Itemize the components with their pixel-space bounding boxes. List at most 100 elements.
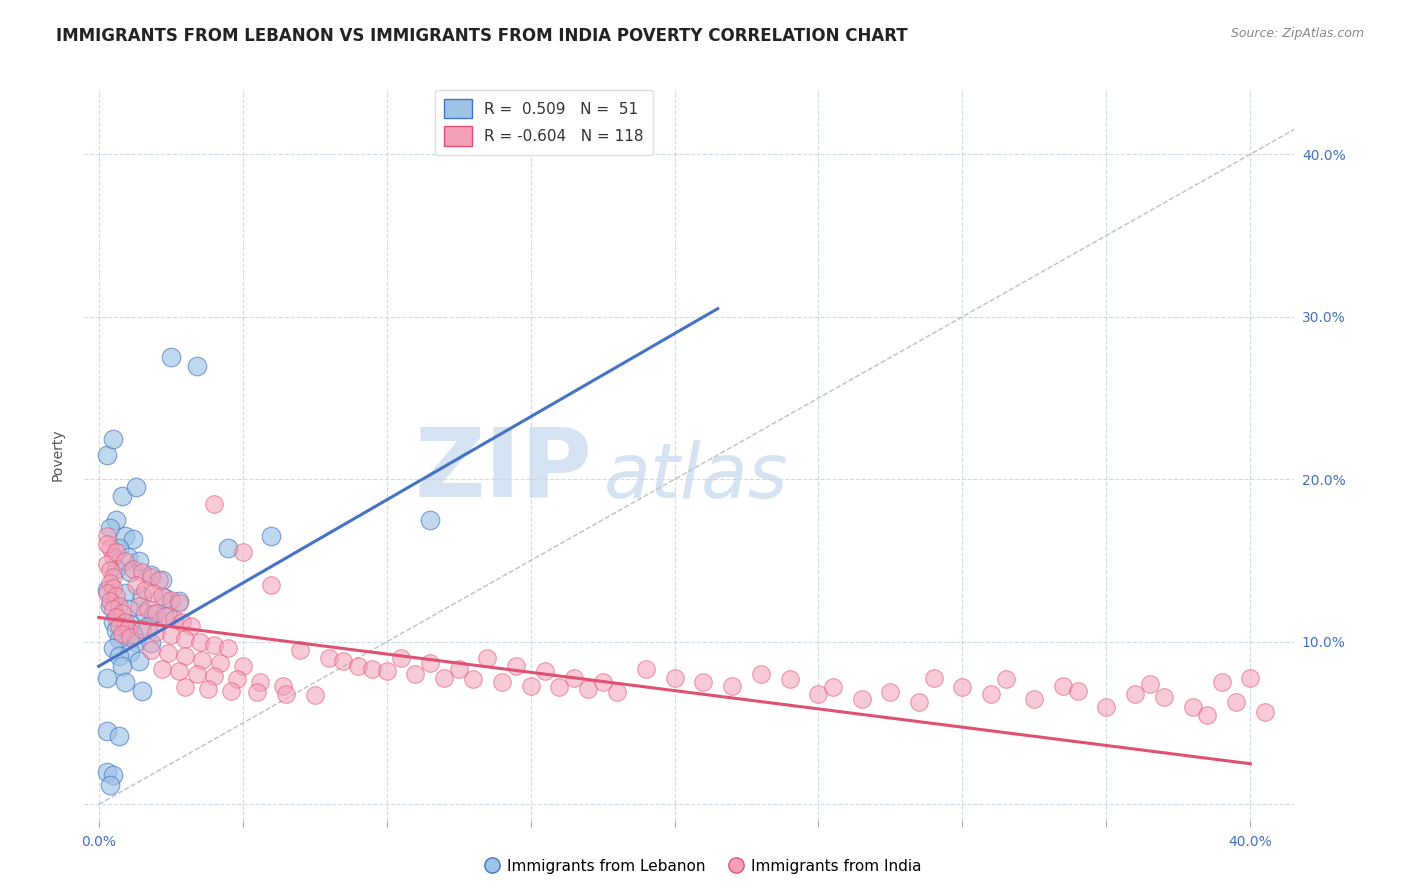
Point bbox=[139, 636, 162, 650]
Text: IMMIGRANTS FROM LEBANON VS IMMIGRANTS FROM INDIA POVERTY CORRELATION CHART: IMMIGRANTS FROM LEBANON VS IMMIGRANTS FR… bbox=[56, 27, 908, 45]
Point bbox=[122, 626, 145, 640]
Point bbox=[111, 659, 134, 673]
Point bbox=[114, 553, 136, 567]
Point bbox=[150, 663, 173, 677]
Point bbox=[1123, 687, 1146, 701]
Point bbox=[136, 618, 159, 632]
Point bbox=[1139, 677, 1161, 691]
Point bbox=[125, 635, 148, 649]
Point bbox=[188, 635, 211, 649]
Point bbox=[111, 606, 134, 620]
Point bbox=[122, 562, 145, 576]
Point bbox=[219, 683, 242, 698]
Point bbox=[142, 586, 165, 600]
Point bbox=[347, 659, 370, 673]
Point bbox=[148, 573, 170, 587]
Point bbox=[101, 615, 124, 630]
Legend: R =  0.509   N =  51, R = -0.604   N = 118: R = 0.509 N = 51, R = -0.604 N = 118 bbox=[434, 89, 652, 154]
Point bbox=[96, 582, 118, 597]
Point bbox=[186, 359, 208, 373]
Point bbox=[98, 576, 121, 591]
Point bbox=[1052, 679, 1074, 693]
Point bbox=[1211, 675, 1233, 690]
Point bbox=[994, 672, 1017, 686]
Point bbox=[290, 643, 312, 657]
Point bbox=[150, 573, 173, 587]
Point bbox=[232, 659, 254, 673]
Point bbox=[197, 681, 219, 696]
Point bbox=[96, 586, 118, 600]
Point bbox=[139, 570, 162, 584]
Point bbox=[180, 618, 202, 632]
Point bbox=[134, 606, 156, 620]
Point bbox=[260, 578, 283, 592]
Point bbox=[389, 651, 412, 665]
Point bbox=[447, 663, 470, 677]
Point bbox=[271, 679, 294, 693]
Point bbox=[821, 681, 844, 695]
Point bbox=[96, 448, 118, 462]
Point bbox=[128, 599, 150, 613]
Point bbox=[108, 599, 131, 613]
Point bbox=[249, 675, 271, 690]
Point bbox=[721, 679, 744, 693]
Point bbox=[145, 625, 167, 640]
Point bbox=[108, 632, 131, 646]
Point bbox=[122, 533, 145, 547]
Point bbox=[156, 608, 179, 623]
Point bbox=[879, 685, 901, 699]
Point bbox=[318, 651, 340, 665]
Point bbox=[96, 671, 118, 685]
Point bbox=[114, 586, 136, 600]
Point bbox=[375, 664, 398, 678]
Point bbox=[562, 671, 585, 685]
Point bbox=[477, 651, 499, 665]
Point bbox=[208, 656, 231, 670]
Point bbox=[150, 590, 173, 604]
Point bbox=[174, 632, 197, 646]
Point bbox=[153, 591, 176, 605]
Point bbox=[404, 667, 426, 681]
Point bbox=[114, 529, 136, 543]
Point bbox=[304, 689, 326, 703]
Point bbox=[105, 624, 128, 638]
Point bbox=[534, 664, 557, 678]
Point bbox=[226, 672, 249, 686]
Point bbox=[98, 599, 121, 613]
Point bbox=[96, 529, 118, 543]
Point bbox=[131, 622, 153, 636]
Point bbox=[108, 729, 131, 743]
Point bbox=[105, 590, 128, 604]
Point bbox=[461, 672, 484, 686]
Point bbox=[142, 607, 165, 622]
Point bbox=[1254, 705, 1277, 719]
Point bbox=[172, 615, 194, 630]
Point bbox=[851, 691, 873, 706]
Point bbox=[1181, 699, 1204, 714]
Point bbox=[98, 594, 121, 608]
Point bbox=[202, 638, 225, 652]
Point bbox=[111, 626, 134, 640]
Point bbox=[1024, 691, 1046, 706]
Point bbox=[1066, 683, 1088, 698]
Point bbox=[98, 563, 121, 577]
Point bbox=[145, 606, 167, 620]
Point bbox=[108, 541, 131, 555]
Point bbox=[101, 570, 124, 584]
Point bbox=[120, 630, 142, 644]
Point bbox=[592, 675, 614, 690]
Point bbox=[120, 644, 142, 658]
Point bbox=[186, 667, 208, 681]
Point bbox=[131, 683, 153, 698]
Point bbox=[217, 641, 239, 656]
Point bbox=[96, 537, 118, 551]
Point bbox=[419, 656, 441, 670]
Point bbox=[96, 724, 118, 739]
Point bbox=[117, 602, 139, 616]
Point bbox=[114, 675, 136, 690]
Point bbox=[128, 654, 150, 668]
Point bbox=[664, 671, 686, 685]
Point bbox=[120, 565, 142, 579]
Point bbox=[136, 602, 159, 616]
Point bbox=[361, 663, 384, 677]
